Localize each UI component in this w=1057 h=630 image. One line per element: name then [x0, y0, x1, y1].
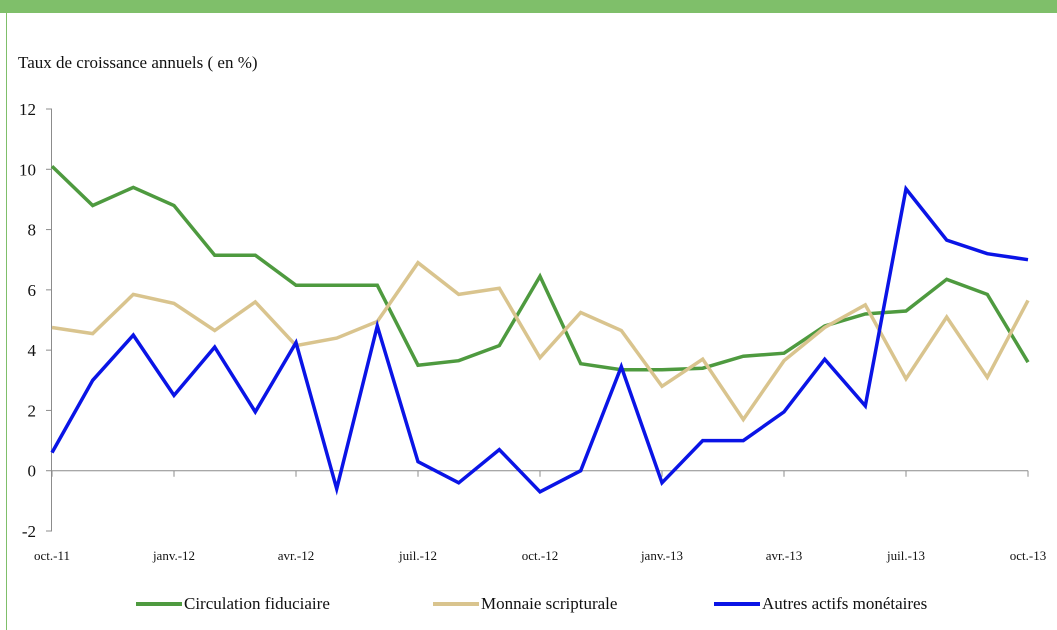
y-tick-label: 4: [28, 341, 37, 360]
x-tick-label: janv.-12: [152, 548, 195, 563]
x-tick-label: janv.-13: [640, 548, 683, 563]
y-tick-label: 2: [28, 401, 37, 420]
chart-title: Taux de croissance annuels ( en %): [18, 53, 258, 72]
legend-label: Circulation fiduciaire: [184, 594, 330, 613]
series-line-3: [50, 184, 1029, 496]
y-tick-label: 8: [28, 221, 37, 240]
y-tick-label: 12: [19, 100, 36, 119]
x-tick-label: juil.-13: [886, 548, 925, 563]
y-tick-label: 10: [19, 160, 36, 179]
legend-label: Monnaie scripturale: [481, 594, 618, 613]
legend: Circulation fiduciaire Monnaie scriptural…: [0, 592, 1057, 616]
axes: -2 0 2 4 6 8 10 12 oct.-11 janv.-12 avr.-12 juil.-1…: [19, 100, 1046, 563]
x-tick-label: oct.-13: [1010, 548, 1046, 563]
x-tick-label: juil.-12: [398, 548, 437, 563]
x-tick-label: oct.-11: [34, 548, 70, 563]
y-tick-label: 0: [28, 462, 37, 481]
legend-item: Autres actifs monétaires: [714, 592, 927, 616]
x-tick-label: oct.-12: [522, 548, 558, 563]
chart-plot: -2 0 2 4 6 8 10 12 oct.-11 janv.-12 avr.-12 juil.-1…: [19, 100, 1046, 563]
x-tick-label: avr.-12: [278, 548, 314, 563]
series-line-1: [50, 165, 1030, 372]
legend-label: Autres actifs monétaires: [762, 594, 928, 613]
legend-swatch: [433, 602, 479, 606]
y-tick-label: 6: [28, 281, 37, 300]
series-lines: [50, 165, 1030, 496]
legend-swatch: [136, 602, 182, 606]
legend-item: Monnaie scripturale: [433, 592, 617, 616]
frame-left-border: [6, 13, 7, 630]
y-tick-label: -2: [22, 522, 36, 541]
legend-swatch: [714, 602, 760, 606]
x-tick-label: avr.-13: [766, 548, 802, 563]
legend-item: Circulation fiduciaire: [136, 592, 330, 616]
header-band: [0, 0, 1057, 13]
series-line-2: [51, 260, 1030, 423]
